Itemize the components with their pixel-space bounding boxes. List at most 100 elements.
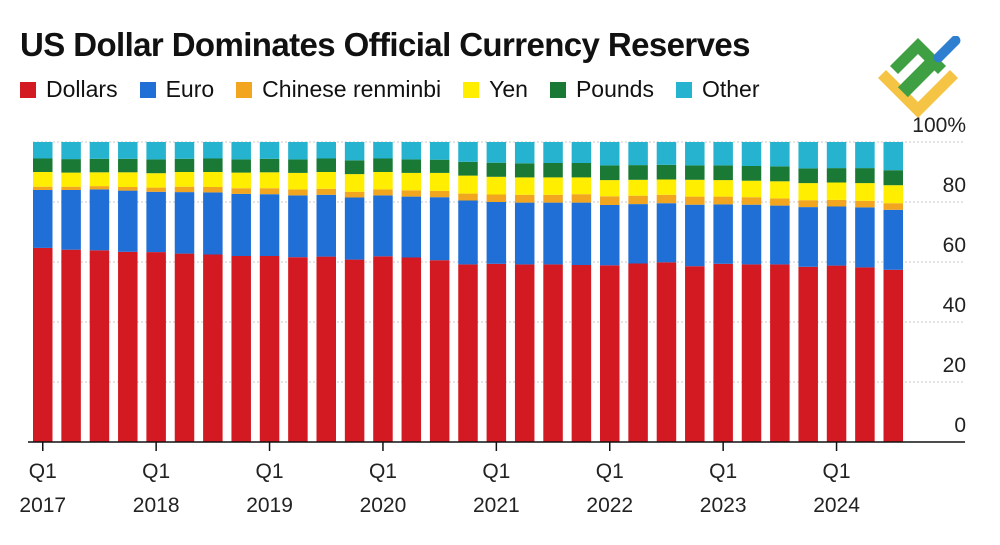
bar-segment-yen bbox=[600, 180, 620, 197]
bar-segment-euro bbox=[429, 197, 450, 261]
bar-segment-euro bbox=[373, 195, 393, 257]
brand-logo-icon bbox=[878, 36, 961, 118]
legend-item-dollars: Dollars bbox=[20, 76, 118, 103]
bar-stack-2024Q3 bbox=[883, 142, 903, 442]
bar-segment-chinese-renminbi bbox=[798, 200, 818, 208]
bar-segment-euro bbox=[231, 193, 251, 256]
bar-segment-euro bbox=[600, 205, 620, 266]
bar-segment-dollars bbox=[741, 264, 762, 442]
bar-segment-pounds bbox=[401, 159, 422, 173]
bar-segment-euro bbox=[543, 202, 563, 265]
bar-segment-euro bbox=[798, 207, 818, 267]
bar-segment-other bbox=[826, 142, 847, 169]
bar-segment-yen bbox=[741, 180, 762, 198]
bar-segment-chinese-renminbi bbox=[316, 188, 336, 195]
bar-segment-other bbox=[118, 142, 138, 159]
y-tick-label: 80 bbox=[943, 174, 966, 197]
bar-segment-chinese-renminbi bbox=[61, 186, 81, 190]
bar-segment-other bbox=[571, 142, 592, 163]
bar-segment-pounds bbox=[741, 166, 762, 181]
bar-stack-2023Q2 bbox=[741, 142, 762, 442]
bar-segment-euro bbox=[89, 189, 110, 251]
bar-stack-2021Q2 bbox=[514, 142, 535, 442]
bar-segment-pounds bbox=[174, 158, 195, 172]
bar-segment-yen bbox=[883, 185, 903, 204]
bar-segment-yen bbox=[458, 175, 478, 194]
bar-segment-dollars bbox=[855, 267, 875, 442]
bar-stack-2018Q4 bbox=[231, 142, 251, 442]
bar-segment-yen bbox=[288, 172, 308, 190]
bar-segment-pounds bbox=[883, 170, 903, 186]
legend-label: Yen bbox=[489, 76, 528, 102]
legend-label: Other bbox=[701, 76, 760, 102]
legend: Dollars Euro Chinese renminbi Yen Pounds Othe… bbox=[20, 76, 782, 103]
bar-segment-dollars bbox=[146, 252, 166, 442]
bar-segment-other bbox=[855, 142, 875, 169]
bar-segment-pounds bbox=[600, 165, 620, 181]
bar-segment-pounds bbox=[203, 158, 223, 172]
bar-segment-other bbox=[89, 142, 110, 159]
bar-stack-2023Q1 bbox=[713, 142, 733, 442]
x-tick-quarter: Q1 bbox=[709, 460, 737, 483]
bar-segment-yen bbox=[61, 172, 81, 187]
bar-segment-pounds bbox=[543, 163, 563, 178]
bar-stack-2022Q3 bbox=[656, 142, 677, 442]
bar-segment-chinese-renminbi bbox=[174, 186, 195, 193]
bar-segment-yen bbox=[33, 172, 53, 187]
bar-segment-dollars bbox=[656, 262, 677, 442]
bar-segment-euro bbox=[61, 190, 81, 250]
bar-segment-pounds bbox=[656, 164, 677, 180]
bar-segment-dollars bbox=[798, 266, 818, 442]
bar-segment-dollars bbox=[826, 265, 847, 442]
x-tick-year: 2024 bbox=[813, 494, 860, 517]
legend-swatch-yen bbox=[463, 81, 480, 98]
bar-segment-pounds bbox=[685, 165, 705, 180]
bar-segment-chinese-renminbi bbox=[770, 198, 790, 206]
bar-segment-pounds bbox=[373, 158, 393, 172]
bar-segment-pounds bbox=[429, 159, 450, 173]
bar-segment-pounds bbox=[33, 158, 53, 172]
y-tick-label: 60 bbox=[943, 234, 966, 257]
x-tick-quarter: Q1 bbox=[256, 460, 284, 483]
bar-segment-dollars bbox=[770, 264, 790, 442]
bar-segment-dollars bbox=[344, 259, 365, 442]
x-tick-year: 2018 bbox=[133, 494, 180, 517]
bar-segment-pounds bbox=[89, 158, 110, 173]
bar-stack-2024Q1 bbox=[826, 142, 847, 442]
bar-segment-pounds bbox=[231, 159, 251, 173]
bar-stack-2022Q1 bbox=[600, 142, 620, 442]
x-tick-quarter: Q1 bbox=[369, 460, 397, 483]
bar-segment-pounds bbox=[628, 165, 648, 180]
x-tick-quarter: Q1 bbox=[482, 460, 510, 483]
bar-stack-2021Q3 bbox=[543, 142, 563, 442]
bar-segment-yen bbox=[685, 179, 705, 197]
bar-segment-other bbox=[146, 142, 166, 160]
bar-segment-chinese-renminbi bbox=[429, 190, 450, 198]
bar-segment-other bbox=[656, 142, 677, 165]
bar-stack-2018Q1 bbox=[146, 142, 166, 442]
legend-swatch-other bbox=[675, 81, 692, 98]
legend-item-chinese-renminbi: Chinese renminbi bbox=[236, 76, 441, 103]
bar-segment-pounds bbox=[571, 163, 592, 178]
bar-segment-pounds bbox=[826, 168, 847, 183]
bar-segment-pounds bbox=[770, 166, 790, 182]
bar-segment-euro bbox=[401, 196, 422, 258]
bar-segment-other bbox=[429, 142, 450, 160]
bar-segment-yen bbox=[571, 177, 592, 195]
bar-stack-2017Q1 bbox=[33, 142, 53, 442]
bar-segment-dollars bbox=[259, 256, 280, 442]
bar-segment-chinese-renminbi bbox=[883, 203, 903, 210]
x-tick-year: 2019 bbox=[246, 494, 293, 517]
bar-segment-pounds bbox=[146, 159, 166, 174]
bar-segment-dollars bbox=[231, 256, 251, 442]
bar-stack-2024Q2 bbox=[855, 142, 875, 442]
legend-item-euro: Euro bbox=[139, 76, 214, 103]
bar-segment-chinese-renminbi bbox=[118, 187, 138, 191]
bar-stack-2019Q3 bbox=[316, 142, 336, 442]
x-tick-quarter: Q1 bbox=[823, 460, 851, 483]
bar-stack-2021Q1 bbox=[486, 142, 507, 442]
bar-segment-dollars bbox=[61, 249, 81, 442]
y-tick-label: 20 bbox=[943, 354, 966, 377]
bar-segment-other bbox=[174, 142, 195, 159]
y-tick-label: 40 bbox=[943, 294, 966, 317]
